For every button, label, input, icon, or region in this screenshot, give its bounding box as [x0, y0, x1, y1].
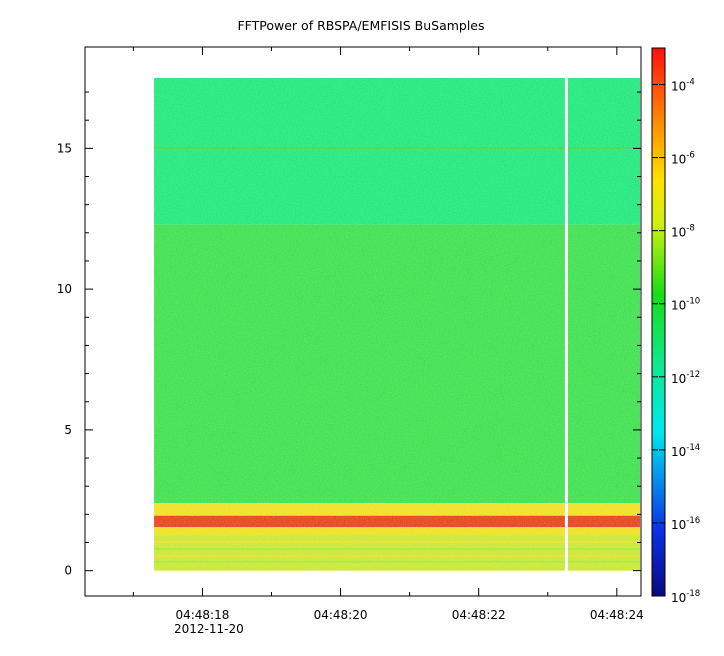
colorbar-ticks: 10-4 10-6 10-8 10-10 10-12 10-14 10-16 10-18: [652, 78, 700, 605]
colorbar-tick-label: 10-6: [671, 151, 695, 167]
x-tick-label: 04:48:24: [590, 608, 644, 622]
colorbar-tick-label: 10-4: [671, 78, 695, 94]
colorbar-tick-label: 10-10: [671, 297, 700, 313]
colorbar-tick-label: 10-8: [671, 224, 695, 240]
x-axis: 04:48:18 04:48:20 04:48:22 04:48:24: [132, 47, 644, 622]
y-tick-label: 15: [57, 141, 72, 155]
colorbar-tick-label: 10-14: [671, 443, 700, 459]
x-tick-label: 04:48:20: [314, 608, 368, 622]
x-tick-label: 04:48:18: [175, 608, 229, 622]
data-gap: [564, 76, 568, 572]
y-axis: 0 5 10 15: [57, 91, 641, 578]
colorbar-tick-label: 10-18: [671, 589, 700, 605]
colorbar: [651, 47, 666, 597]
gap-stripe: [564, 76, 568, 572]
y-tick-label: 0: [64, 564, 72, 578]
colorbar-tick-label: 10-16: [671, 516, 700, 532]
x-date-label: 2012-11-20: [174, 622, 244, 636]
y-tick-label: 5: [64, 423, 72, 437]
x-tick-label: 04:48:22: [452, 608, 506, 622]
colorbar-tick-label: 10-12: [671, 370, 700, 386]
heatmap-noise-texture: [154, 77, 640, 571]
y-tick-label: 10: [57, 282, 72, 296]
chart-title: FFTPower of RBSPA/EMFISIS BuSamples: [237, 18, 484, 33]
noise-rect: [154, 77, 640, 571]
